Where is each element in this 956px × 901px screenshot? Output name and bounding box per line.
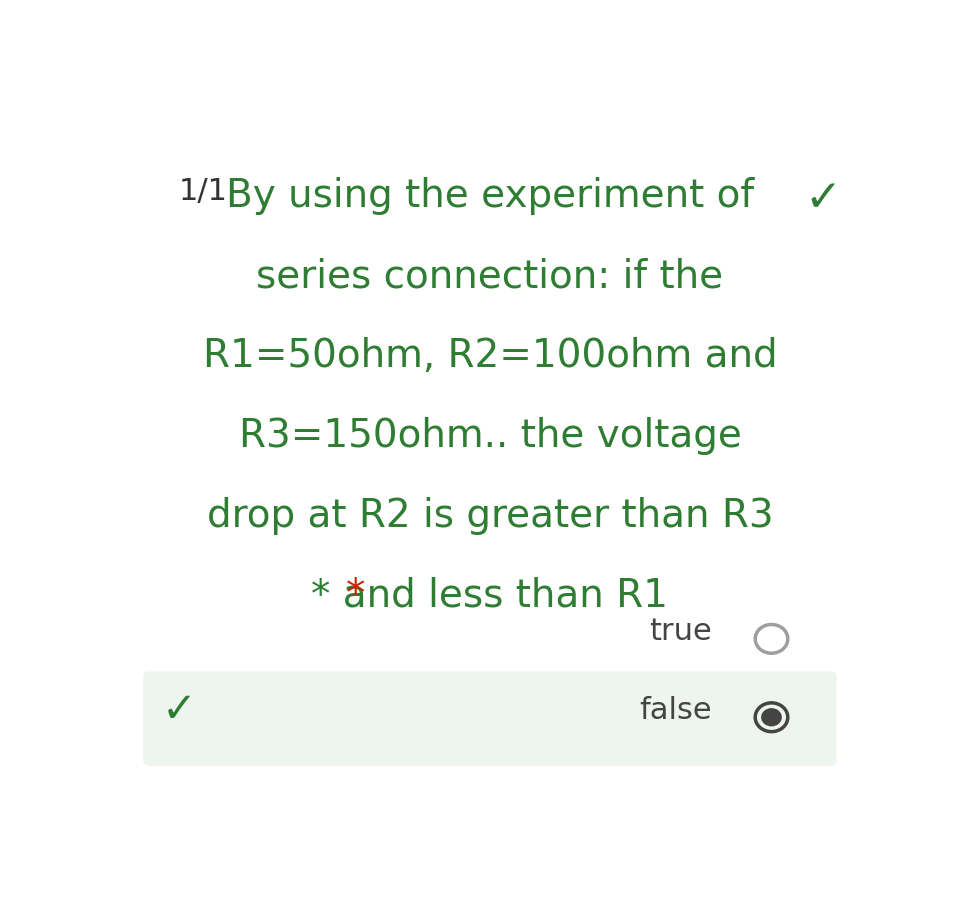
Text: true: true: [649, 617, 712, 646]
Text: false: false: [640, 696, 712, 724]
FancyBboxPatch shape: [143, 671, 836, 766]
Text: ✓: ✓: [805, 177, 842, 221]
Text: R1=50ohm, R2=100ohm and: R1=50ohm, R2=100ohm and: [203, 337, 777, 375]
Text: drop at R2 is greater than R3: drop at R2 is greater than R3: [206, 496, 773, 534]
Text: * and less than R1: * and less than R1: [312, 577, 668, 614]
Ellipse shape: [761, 708, 782, 726]
Text: R3=150ohm.. the voltage: R3=150ohm.. the voltage: [238, 417, 742, 455]
Text: *: *: [345, 577, 365, 614]
Text: series connection: if the: series connection: if the: [256, 258, 724, 296]
Text: 1/1: 1/1: [179, 177, 228, 206]
Text: ✓: ✓: [162, 689, 196, 732]
Text: By using the experiment of: By using the experiment of: [226, 177, 754, 215]
